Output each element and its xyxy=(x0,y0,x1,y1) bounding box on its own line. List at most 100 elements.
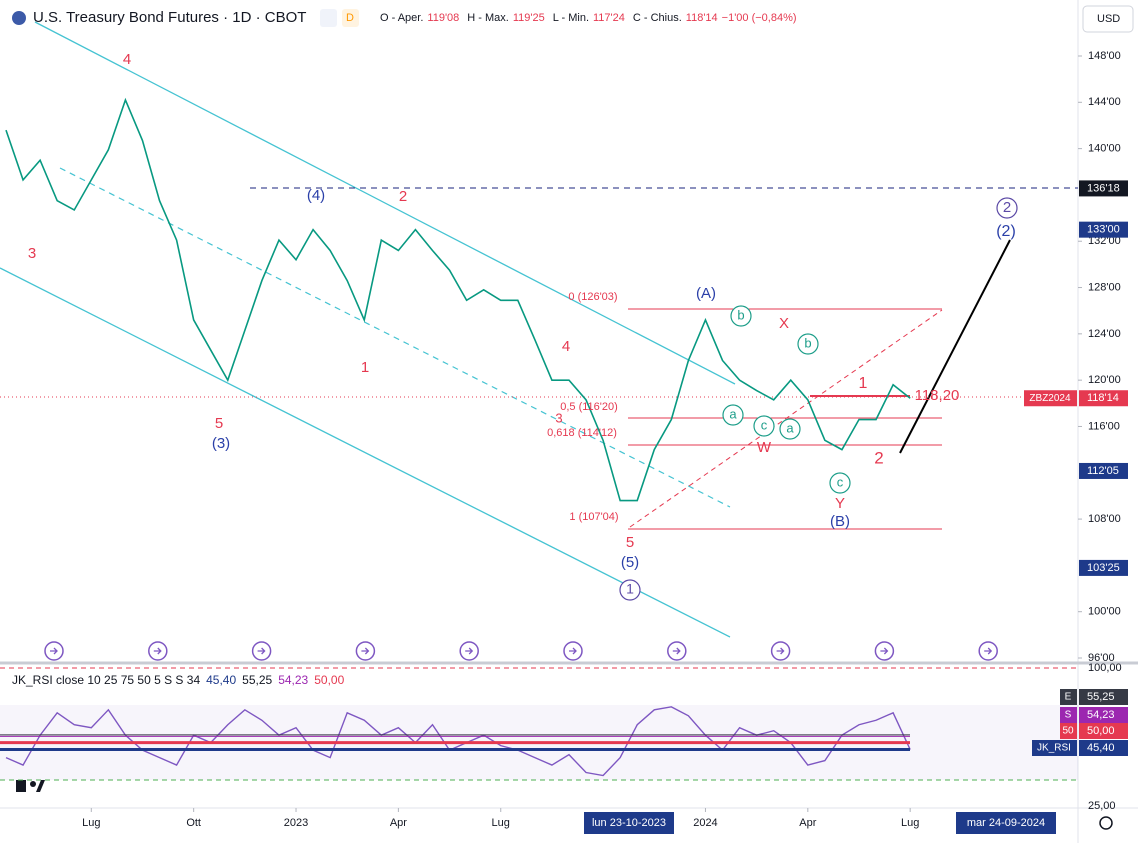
wave-label: (B) xyxy=(830,513,850,530)
last-price-box xyxy=(1079,390,1128,407)
rsi-level-name-box xyxy=(1060,689,1077,705)
wave-label: 2 xyxy=(1003,199,1011,216)
price-label: 103'25 xyxy=(1087,562,1120,574)
currency-button[interactable] xyxy=(1082,5,1134,33)
wave-label: 0,5 (116'20) xyxy=(560,401,618,413)
event-icon-arrow xyxy=(776,647,785,655)
rsi-legend-value: 54,23 xyxy=(278,673,308,687)
wave-label: (5) xyxy=(621,554,639,571)
y-tick-label: 140'00 xyxy=(1088,143,1121,155)
badge[interactable] xyxy=(342,9,359,27)
rsi-title: JK_RSI close 10 25 75 50 5 S S 34 xyxy=(12,673,200,687)
y-tick-label: 116'00 xyxy=(1088,420,1120,432)
wave-label: 118,20 xyxy=(915,387,960,404)
price-label-box xyxy=(1079,559,1128,576)
x-tick-label: 2024 xyxy=(693,817,717,829)
wave-label: 4 xyxy=(123,51,131,68)
wave-label: c xyxy=(761,417,768,432)
last-price: 118'14 xyxy=(1087,392,1119,404)
y-tick-label: 128'00 xyxy=(1088,281,1121,293)
ohlc-value: 117'24 xyxy=(593,12,625,24)
wave-label: b xyxy=(804,335,811,350)
ohlc-name: H - Max. xyxy=(467,12,509,24)
wave-label: (4) xyxy=(307,187,325,204)
wave-label: 5 xyxy=(626,534,634,551)
settings-icon[interactable] xyxy=(1099,816,1113,830)
wave-label: 2 xyxy=(399,188,407,205)
rsi-tick-label: 25,00 xyxy=(1088,800,1116,812)
wave-label: c xyxy=(837,474,844,489)
wave-circle xyxy=(722,404,744,426)
rsi-legend-value: 50,00 xyxy=(314,673,344,687)
wave-label: a xyxy=(729,406,737,421)
last-price-name-box xyxy=(1024,390,1077,407)
rsi-level-label: 45,40 xyxy=(1087,742,1115,754)
y-tick-label: 96'00 xyxy=(1088,652,1115,664)
ohlc-name: L - Min. xyxy=(553,12,589,24)
event-icon-arrow xyxy=(569,647,577,655)
event-icon-arrow xyxy=(153,647,162,655)
price-label-box xyxy=(1079,462,1128,479)
ohlc-name: C - Chius. xyxy=(633,12,682,24)
wave-label: a xyxy=(786,420,794,435)
projection-line xyxy=(899,239,1011,454)
wave-circle xyxy=(996,197,1018,219)
x-tick-label: Lug xyxy=(492,817,510,829)
y-tick-label: 132'00 xyxy=(1088,235,1121,247)
wave-label: 0,618 (114'12) xyxy=(547,427,617,439)
wave-label: 3 xyxy=(28,245,36,262)
rsi-level-name-box xyxy=(1060,723,1077,739)
crosshair-label: mar 24-09-2024 xyxy=(967,817,1045,829)
channel-lower xyxy=(0,267,731,638)
channel-upper xyxy=(34,21,736,385)
price-label: 112'05 xyxy=(1087,465,1119,477)
event-icon-arrow xyxy=(50,647,58,655)
wave-label: 1 xyxy=(859,375,868,392)
rsi-level-box xyxy=(1079,707,1128,723)
wave-label: b xyxy=(737,307,744,322)
price-line xyxy=(5,97,911,502)
wave-label: 3 xyxy=(555,410,562,425)
event-icon-arrow xyxy=(672,647,681,655)
badge xyxy=(320,9,337,27)
y-tick-label: 148'00 xyxy=(1088,50,1121,62)
wave-label: (3) xyxy=(212,435,230,452)
fib-diagonal xyxy=(629,309,943,528)
badge-text: D xyxy=(346,12,354,24)
y-tick-label: 144'00 xyxy=(1088,96,1121,108)
wave-label: W xyxy=(757,439,772,456)
rsi-legend-value: 45,40 xyxy=(206,673,236,687)
wave-label: Y xyxy=(835,495,845,512)
crosshair-label: lun 23-10-2023 xyxy=(592,817,666,829)
currency: USD xyxy=(1097,13,1120,25)
ohlc-value: 119'25 xyxy=(513,12,545,24)
rsi-level-name: E xyxy=(1065,692,1072,703)
wave-circle xyxy=(730,305,752,327)
event-icon-arrow xyxy=(880,647,889,655)
y-tick-label: 124'00 xyxy=(1088,328,1121,340)
ohlc-value: 119'08 xyxy=(427,12,459,24)
price-label-box xyxy=(1079,180,1128,197)
rsi-level-name: JK_RSI xyxy=(1037,743,1071,754)
wave-circle xyxy=(829,472,851,494)
ohlc-change: −1'00 (−0,84%) xyxy=(722,12,797,24)
wave-circle xyxy=(779,418,801,440)
ohlc-value: 118'14 xyxy=(686,12,718,24)
logo xyxy=(16,780,45,792)
ohlc-name: O - Aper. xyxy=(380,12,423,24)
y-tick-label: 120'00 xyxy=(1088,374,1121,386)
rsi-level-box xyxy=(1079,740,1128,756)
x-tick-label: Apr xyxy=(799,817,816,829)
rsi-level-name: S xyxy=(1065,710,1072,721)
event-icon-arrow xyxy=(257,647,266,655)
wave-label: 1 xyxy=(626,581,634,597)
last-price-name: ZBZ2024 xyxy=(1029,393,1071,404)
x-tick-label: Lug xyxy=(901,817,919,829)
price-label: 133'00 xyxy=(1087,224,1120,236)
rsi-level-name-box xyxy=(1060,707,1077,723)
rsi-level-label: 50,00 xyxy=(1087,725,1115,737)
wave-label: 4 xyxy=(562,338,570,355)
y-tick-label: 100'00 xyxy=(1088,606,1121,618)
crosshair-label-box xyxy=(956,812,1056,834)
